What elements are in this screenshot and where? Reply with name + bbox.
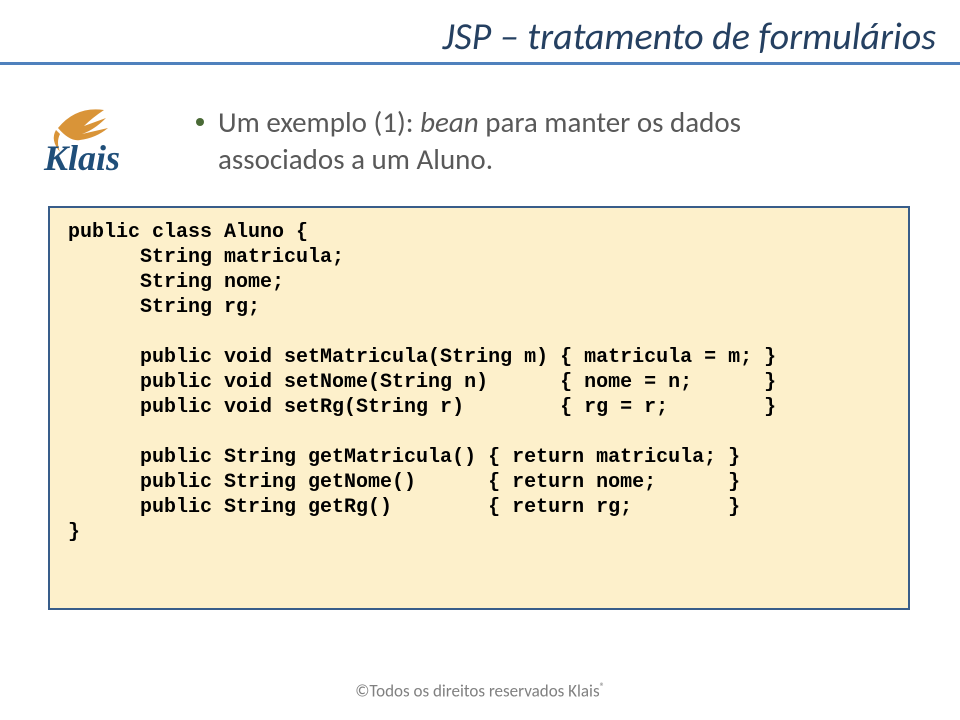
logo-text: Klais bbox=[43, 138, 120, 176]
code-l10: public String getMatricula() { return ma… bbox=[68, 446, 740, 469]
footer-text: ©Todos os direitos reservados Klais bbox=[355, 681, 599, 702]
slide-title: JSP – tratamento de formulários bbox=[442, 14, 936, 60]
bullet-line1-a: Um exemplo (1): bbox=[218, 104, 420, 140]
code-l7: public void setNome(String n) { nome = n… bbox=[68, 371, 776, 394]
code-l11: public String getNome() { return nome; } bbox=[68, 471, 740, 494]
footer: ©Todos os direitos reservados Klais® bbox=[0, 680, 960, 702]
code-l4: String rg; bbox=[68, 296, 260, 319]
code-l2: String matricula; bbox=[68, 246, 344, 269]
code-l6: public void setMatricula(String m) { mat… bbox=[68, 346, 776, 369]
bullet-line2: associados a um Aluno. bbox=[218, 141, 493, 177]
code-l3: String nome; bbox=[68, 271, 284, 294]
registered-icon: ® bbox=[600, 680, 605, 693]
code-box: public class Aluno { String matricula; S… bbox=[48, 206, 910, 610]
bullet-text: Um exemplo (1): bean para manter os dado… bbox=[218, 104, 741, 178]
bullet-dot-icon bbox=[196, 118, 204, 126]
bullet-line1-italic: bean bbox=[420, 104, 485, 140]
klais-logo: Klais bbox=[36, 96, 166, 176]
bullet-line1-b: para manter os dados bbox=[485, 104, 741, 140]
bullet-block: Um exemplo (1): bean para manter os dado… bbox=[196, 104, 900, 178]
slide: JSP – tratamento de formulários Klais Um… bbox=[0, 0, 960, 720]
code-l13: } bbox=[68, 521, 80, 544]
title-underline bbox=[0, 62, 960, 65]
code-l12: public String getRg() { return rg; } bbox=[68, 496, 740, 519]
bullet-item: Um exemplo (1): bean para manter os dado… bbox=[196, 104, 900, 178]
code-l1: public class Aluno { bbox=[68, 221, 308, 244]
title-band: JSP – tratamento de formulários bbox=[0, 14, 960, 60]
code-l8: public void setRg(String r) { rg = r; } bbox=[68, 396, 776, 419]
